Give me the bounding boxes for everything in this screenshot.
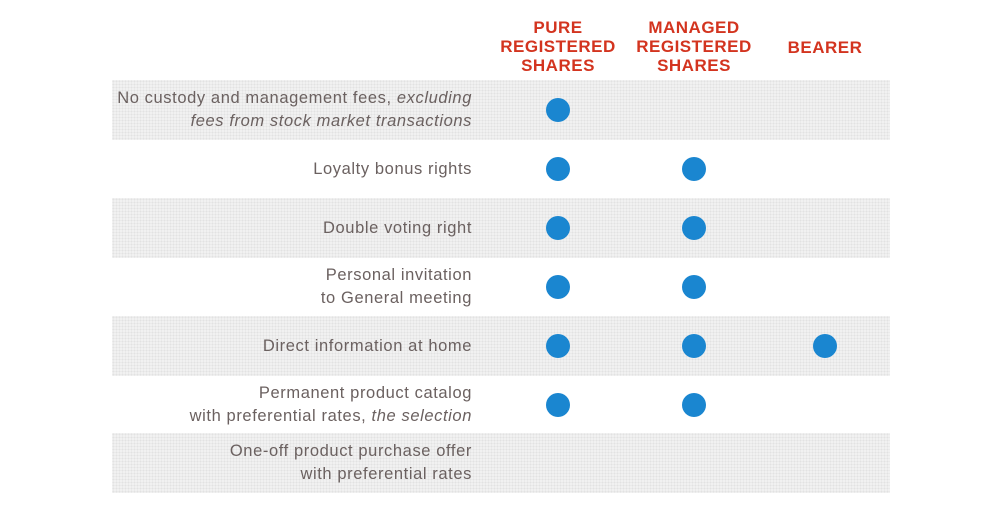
row-label: Permanent product catalog with preferenti…: [190, 375, 472, 435]
row-label-text: Loyalty bonus rights: [313, 159, 472, 178]
row-label-emphasis: excluding: [396, 89, 472, 107]
row-label-text: with preferential rates,: [189, 407, 372, 425]
column-header-line: PURE: [533, 18, 583, 37]
column-header-line: REGISTERED: [636, 37, 752, 56]
row-label: One-off product purchase offer with prefe…: [230, 433, 472, 493]
table-row: Permanent product catalog with preferenti…: [112, 375, 890, 435]
row-label-line: Permanent product catalog: [259, 382, 472, 405]
row-label: Direct information at home: [263, 316, 472, 376]
check-dot-bearer: [813, 334, 837, 358]
column-header-pure: PURE REGISTERED SHARES: [488, 18, 628, 75]
column-header-line: MANAGED: [648, 18, 740, 37]
check-dot-managed: [682, 216, 706, 240]
row-label-text: Double voting right: [323, 218, 472, 237]
row-label: Double voting right: [323, 198, 472, 258]
row-label-line: with preferential rates: [300, 463, 472, 486]
column-header-bearer: BEARER: [755, 38, 895, 57]
table-row: Loyalty bonus rights: [112, 139, 890, 199]
row-label: No custody and management fees, excludin…: [117, 80, 472, 140]
column-header-managed: MANAGED REGISTERED SHARES: [624, 18, 764, 75]
column-header-line: SHARES: [521, 56, 595, 75]
column-header-line: REGISTERED: [500, 37, 616, 56]
row-label-line: Direct information at home: [263, 335, 472, 358]
row-label-line: fees from stock market transactions: [191, 110, 472, 133]
table-row: Personal invitation to General meeting: [112, 257, 890, 317]
table-row: One-off product purchase offer with prefe…: [112, 433, 890, 493]
row-label-line: to General meeting: [321, 287, 472, 310]
row-label-text: to General meeting: [320, 289, 472, 307]
row-label: Loyalty bonus rights: [313, 139, 472, 199]
check-dot-pure: [546, 334, 570, 358]
row-label-line: No custody and management fees, excludin…: [117, 87, 472, 110]
check-dot-managed: [682, 157, 706, 181]
check-dot-managed: [682, 393, 706, 417]
row-label-text: Direct information at home: [262, 336, 472, 355]
row-label-text: Permanent product catalog: [258, 384, 472, 402]
column-header-line: BEARER: [787, 38, 863, 57]
check-dot-pure: [546, 393, 570, 417]
check-dot-pure: [546, 98, 570, 122]
row-label-emphasis: fees from stock market transactions: [190, 112, 472, 130]
row-label-text: No custody and management fees,: [117, 89, 397, 107]
check-dot-managed: [682, 334, 706, 358]
row-label-text: One-off product purchase offer: [229, 442, 472, 460]
check-dot-pure: [546, 157, 570, 181]
table-row: Double voting right: [112, 198, 890, 258]
row-label: Personal invitation to General meeting: [321, 257, 472, 317]
check-dot-pure: [546, 216, 570, 240]
row-label-line: One-off product purchase offer: [230, 440, 472, 463]
row-label-line: Personal invitation: [326, 264, 472, 287]
check-dot-managed: [682, 275, 706, 299]
check-dot-pure: [546, 275, 570, 299]
row-label-emphasis: the selection: [371, 407, 472, 425]
row-label-text: Personal invitation: [325, 266, 472, 284]
row-label-text: with preferential rates: [300, 465, 472, 483]
column-header-line: SHARES: [657, 56, 731, 75]
row-label-line: with preferential rates, the selection: [190, 405, 472, 428]
row-label-line: Double voting right: [323, 217, 472, 240]
row-label-line: Loyalty bonus rights: [313, 158, 472, 181]
table-row: No custody and management fees, excludin…: [112, 80, 890, 140]
table-row: Direct information at home: [112, 316, 890, 376]
